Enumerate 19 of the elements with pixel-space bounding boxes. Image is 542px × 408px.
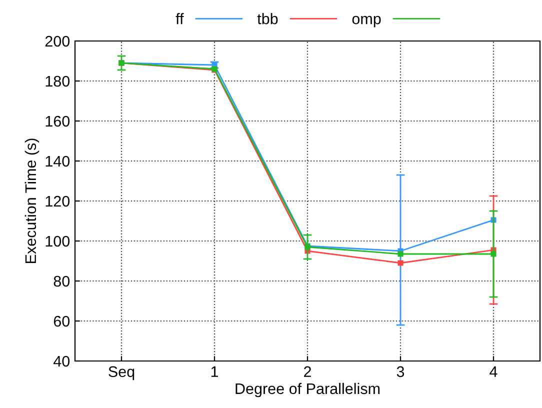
y-axis-title: Execution Time (s) — [24, 138, 40, 263]
y-tick-label: 120 — [46, 196, 70, 207]
legend-label: ff — [176, 13, 184, 24]
x-tick-label: 1 — [211, 366, 218, 377]
x-tick-label: Seq — [108, 366, 134, 380]
y-tick-label: 100 — [46, 236, 70, 247]
y-tick-label: 60 — [54, 316, 70, 327]
legend-label: omp — [352, 16, 381, 28]
y-tick-label: 200 — [45, 36, 70, 47]
x-tick-label: 2 — [304, 366, 311, 377]
y-tick-label: 160 — [46, 116, 70, 127]
legend-label: tbb — [257, 13, 278, 24]
y-tick-label: 140 — [46, 156, 70, 167]
y-tick-label: 80 — [54, 276, 70, 287]
y-tick-label: 40 — [54, 356, 70, 367]
x-axis-title: Degree of Parallelism — [236, 382, 380, 398]
y-tick-label: 180 — [46, 76, 70, 87]
x-tick-label: 4 — [490, 366, 498, 377]
x-tick-label: 3 — [396, 366, 404, 378]
